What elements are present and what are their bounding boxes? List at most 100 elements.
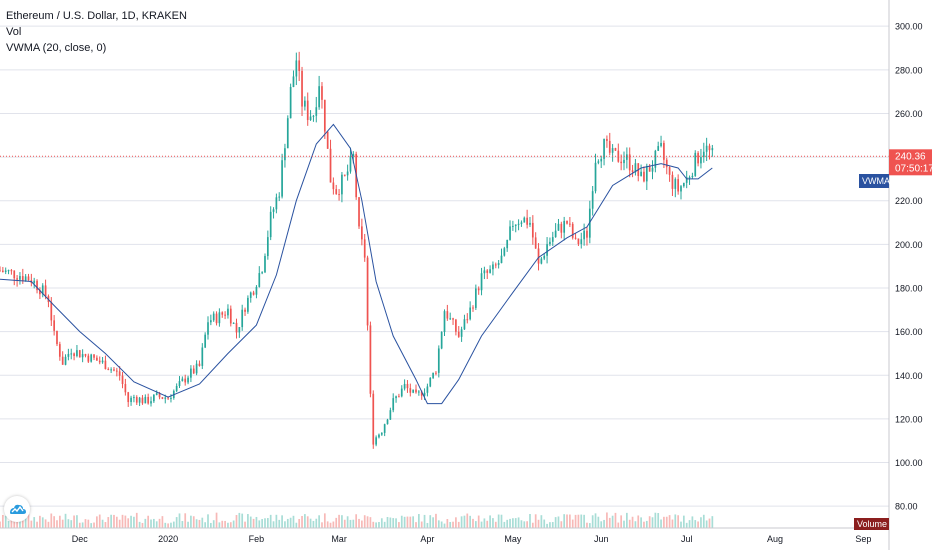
volume-bar: [332, 521, 335, 528]
candle-body: [50, 302, 53, 321]
candle-body: [73, 353, 75, 357]
candle-body: [435, 372, 437, 374]
candle-body: [318, 86, 320, 108]
candle-body: [175, 385, 178, 391]
candle-body: [432, 372, 434, 378]
volume-bar: [261, 519, 263, 528]
volume-bar: [258, 520, 261, 528]
candle-body: [489, 269, 491, 273]
candle-body: [181, 378, 184, 382]
volume-bar: [110, 514, 112, 528]
candle-body: [44, 285, 47, 297]
candle-body: [221, 312, 224, 315]
candle-body: [16, 278, 18, 280]
volume-bar: [577, 514, 580, 528]
volume-bar: [657, 513, 660, 528]
volume-bar: [477, 515, 480, 528]
volume-bar: [383, 521, 386, 528]
volume-bar: [591, 515, 594, 528]
legend-volume[interactable]: Vol: [6, 26, 22, 38]
volume-bar: [76, 515, 78, 528]
volume-bar: [614, 512, 617, 528]
volume-tag-box: [854, 518, 889, 530]
candle-body: [70, 353, 73, 355]
price-axis[interactable]: 80.00 100.00 120.00 140.00 160.00 180.00 200.0…: [895, 22, 923, 512]
cloud-icon: [10, 504, 26, 514]
legend-symbol[interactable]: Ethereum / U.S. Dollar, 1D, KRAKEN: [6, 10, 187, 22]
candle-body: [429, 377, 432, 387]
candle-body: [346, 171, 349, 176]
volume-bar: [27, 514, 30, 528]
last-price-tag: 240.36 07:50:17: [889, 149, 932, 176]
candle-body: [517, 223, 520, 225]
candle-body: [284, 148, 286, 161]
vwma-tag-box: [859, 174, 889, 188]
candle-body: [249, 292, 252, 298]
volume-bar: [172, 521, 175, 528]
volume-bar: [39, 515, 41, 528]
candle-body: [708, 145, 711, 151]
candle-body: [694, 152, 697, 176]
candle-body: [569, 223, 571, 225]
candle-body: [514, 224, 517, 226]
candle-body: [289, 86, 292, 119]
candle-body: [526, 217, 528, 225]
volume-bar: [298, 519, 301, 528]
volume-bar: [107, 517, 110, 528]
volume-layer: [0, 512, 714, 528]
volume-bar: [355, 514, 358, 528]
candle-body: [258, 273, 261, 287]
legend-vwma[interactable]: VWMA (20, close, 0): [6, 42, 107, 54]
volume-bar: [517, 517, 520, 528]
volume-bar: [0, 521, 1, 528]
x-tick-label: Mar: [331, 534, 347, 544]
candle-body: [150, 401, 152, 404]
y-tick-label: 280.00: [895, 65, 923, 75]
volume-bar: [631, 516, 634, 528]
volume-bar: [677, 515, 680, 528]
volume-bar: [158, 518, 161, 528]
volume-bar: [603, 519, 605, 528]
x-tick-label: Aug: [767, 534, 783, 544]
volume-bar: [167, 523, 169, 528]
volume-bar: [628, 519, 631, 528]
volume-bar: [594, 513, 597, 528]
volume-bar: [660, 519, 662, 528]
candle-body: [252, 292, 255, 295]
x-tick-label: May: [504, 534, 522, 544]
volume-bar: [209, 522, 212, 528]
candle-body: [363, 239, 366, 258]
candle-body: [281, 160, 283, 197]
candle-body: [380, 432, 383, 435]
candle-body: [78, 350, 81, 358]
volume-bar: [700, 517, 702, 528]
candle-body: [272, 209, 275, 212]
volume-bar: [648, 516, 651, 528]
candle-body: [534, 237, 537, 249]
volume-bar: [412, 516, 415, 528]
candle-body: [426, 386, 429, 393]
volume-bar: [292, 515, 295, 528]
volume-bar: [486, 520, 489, 528]
candle-body: [84, 354, 87, 356]
volume-bar: [514, 518, 517, 528]
candle-body: [39, 290, 41, 295]
candle-body: [566, 220, 568, 224]
candle-layer: [0, 51, 714, 449]
volume-bar: [1, 514, 4, 528]
volume-bar: [124, 515, 127, 528]
candle-body: [167, 397, 169, 399]
tradingview-logo-icon[interactable]: [4, 496, 30, 522]
volume-tag-label: Volume: [857, 519, 887, 529]
candle-body: [685, 177, 688, 183]
candle-body: [343, 174, 346, 176]
candle-body: [492, 264, 494, 270]
time-axis[interactable]: Dec 2020 Feb Mar Apr May Jun Jul Aug Sep: [72, 534, 872, 544]
volume-bar: [571, 519, 574, 528]
volume-bar: [238, 512, 241, 528]
candle-body: [141, 397, 144, 404]
volume-bar: [78, 522, 81, 528]
candle-body: [56, 330, 58, 345]
volume-bar: [452, 521, 454, 528]
